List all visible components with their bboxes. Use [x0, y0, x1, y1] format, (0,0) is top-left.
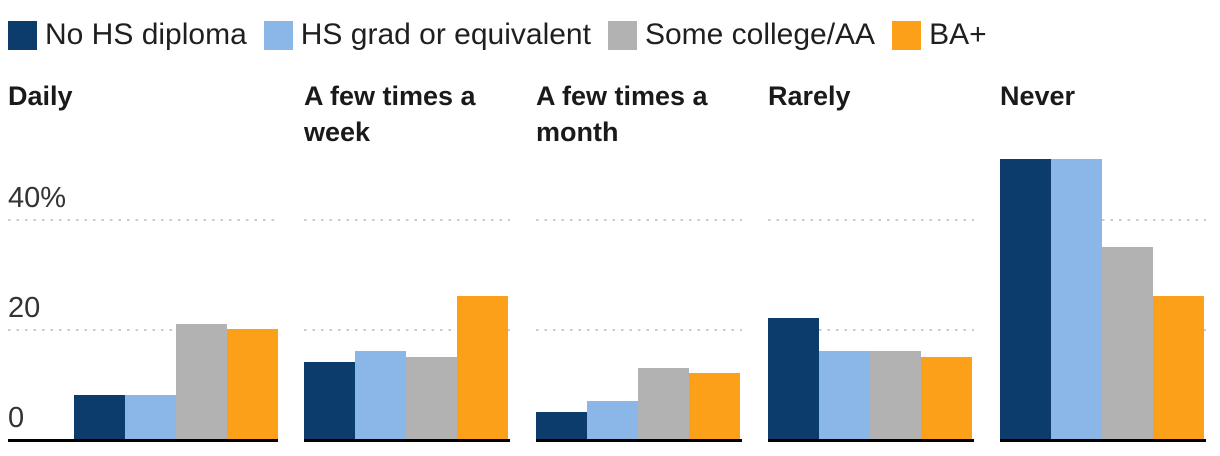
- gridline-40: [768, 218, 974, 221]
- panel-title-a-few-times-a-month: A few times a month: [536, 81, 708, 147]
- bar-no-hs-diploma-a-few-times-a-month: [536, 411, 587, 439]
- bar-group-never: [1000, 158, 1204, 439]
- bar-some-college-aa-a-few-times-a-week: [406, 356, 457, 439]
- panel-rarely: Rarely: [768, 76, 974, 456]
- panel-daily: Daily 40% 20 0: [8, 76, 278, 456]
- plot-area-rarely: [768, 76, 974, 442]
- panel-title-a-few-times-a-week: A few times a week: [304, 81, 476, 147]
- plot-area-a-few-times-a-week: [304, 76, 510, 442]
- legend-item-no-hs-diploma: No HS diploma: [8, 20, 247, 50]
- legend-label-no-hs-diploma: No HS diploma: [45, 18, 247, 51]
- legend-label-ba-plus: BA+: [929, 18, 987, 51]
- gridline-40: [304, 218, 510, 221]
- bar-no-hs-diploma-a-few-times-a-week: [304, 362, 355, 439]
- bar-no-hs-diploma-never: [1000, 158, 1051, 439]
- gridline-40: [536, 218, 742, 221]
- plot-area-daily: 40% 20 0: [8, 76, 278, 442]
- gridline-20: [8, 328, 278, 331]
- bar-some-college-aa-a-few-times-a-month: [638, 367, 689, 439]
- ytick-label-20: 20: [8, 292, 41, 324]
- bar-ba-rarely: [921, 356, 972, 439]
- panel-title-daily: Daily: [8, 81, 73, 111]
- legend-swatch-no-hs-diploma: [8, 20, 37, 50]
- bar-ba-a-few-times-a-week: [457, 296, 508, 439]
- bar-hs-grad-or-equivalent-a-few-times-a-month: [587, 400, 638, 439]
- legend-label-some-college: Some college/AA: [644, 18, 876, 51]
- legend-item-hs-grad: HS grad or equivalent: [263, 18, 591, 51]
- bar-some-college-aa-rarely: [870, 351, 921, 439]
- ytick-label-40: 40%: [8, 182, 67, 214]
- bar-no-hs-diploma-daily: [74, 395, 125, 439]
- legend-swatch-hs-grad: [263, 20, 293, 50]
- bar-ba-daily: [227, 329, 278, 439]
- bar-group-a-few-times-a-week: [304, 296, 508, 439]
- bar-hs-grad-or-equivalent-rarely: [819, 351, 870, 439]
- bar-hs-grad-or-equivalent-daily: [125, 395, 176, 439]
- gridline-20: [536, 328, 742, 331]
- bar-some-college-aa-daily: [176, 323, 227, 439]
- panel-title-never: Never: [1000, 81, 1076, 111]
- bar-group-a-few-times-a-month: [536, 367, 740, 439]
- plot-area-a-few-times-a-month: [536, 76, 742, 442]
- panel-a-few-times-a-week: A few times a week: [304, 76, 510, 456]
- legend-item-some-college: Some college/AA: [607, 18, 876, 51]
- bar-group-daily: [74, 323, 278, 439]
- plot-area-never: [1000, 76, 1206, 442]
- legend-label-hs-grad: HS grad or equivalent: [300, 18, 591, 51]
- bar-group-rarely: [768, 318, 972, 439]
- bar-no-hs-diploma-rarely: [768, 318, 819, 439]
- panel-a-few-times-a-month: A few times a month: [536, 76, 742, 456]
- bar-some-college-aa-never: [1102, 246, 1153, 439]
- gridline-40: [8, 218, 278, 221]
- panels: Daily 40% 20 0 A few times a week A few times…: [8, 76, 1206, 456]
- gridline-20: [304, 328, 510, 331]
- legend: No HS diploma HS grad or equivalent Some…: [8, 20, 987, 50]
- legend-swatch-some-college: [607, 20, 637, 50]
- bar-hs-grad-or-equivalent-never: [1051, 158, 1102, 439]
- panel-never: Never: [1000, 76, 1206, 456]
- bar-ba-never: [1153, 296, 1204, 439]
- panel-title-rarely: Rarely: [768, 81, 851, 111]
- legend-item-ba-plus: BA+: [892, 20, 987, 50]
- bar-ba-a-few-times-a-month: [689, 373, 740, 439]
- gridline-20: [768, 328, 974, 331]
- legend-swatch-ba-plus: [892, 20, 922, 50]
- gridline-40: [1000, 218, 1206, 221]
- bar-hs-grad-or-equivalent-a-few-times-a-week: [355, 351, 406, 439]
- ytick-label-0: 0: [8, 402, 25, 434]
